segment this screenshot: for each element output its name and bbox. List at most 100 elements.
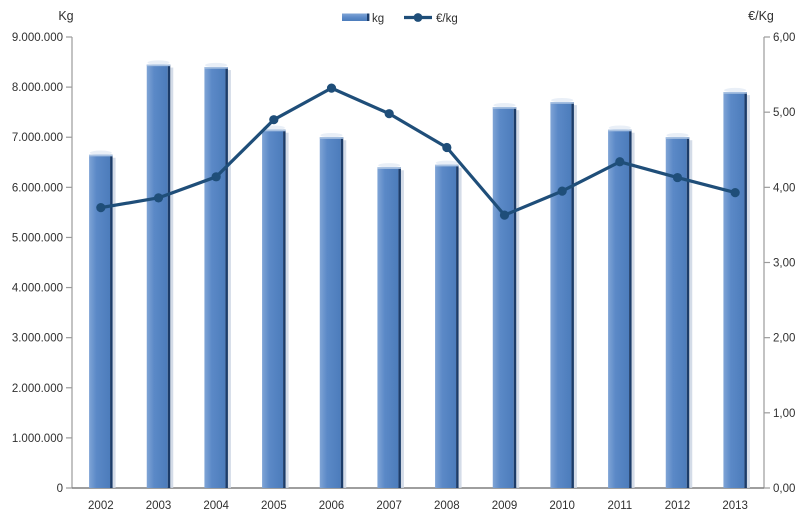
- bar-2005: [262, 125, 289, 488]
- left-axis-tick-label: 6.000.000: [12, 182, 63, 194]
- x-axis-label-2009: 2009: [492, 500, 518, 512]
- bar-top-glow: [435, 160, 458, 165]
- bar-2003: [146, 60, 174, 489]
- legend-label-kg: kg: [372, 13, 384, 25]
- bar-shadow: [689, 140, 693, 488]
- bar-body: [435, 164, 457, 489]
- bar-top-highlight: [550, 102, 574, 104]
- x-axis-label-2011: 2011: [607, 500, 632, 512]
- line-series-eur-per-kg: [96, 83, 740, 220]
- bar-edge: [110, 154, 113, 488]
- x-axis-labels: 2002 2003 2004 2005 2006 2007 2008 2009 2010 2011…: [88, 500, 748, 512]
- legend-label-eur-per-kg: €/kg: [436, 13, 458, 25]
- bar-top-highlight: [723, 92, 747, 94]
- price-marker-2013: [730, 187, 740, 198]
- price-marker-2009: [499, 210, 510, 220]
- bar-edge: [744, 92, 747, 488]
- bar-body: [492, 107, 514, 489]
- left-axis-tick-label: 1.000.000: [12, 433, 63, 445]
- bar-2002: [89, 150, 116, 488]
- bar-series-kg: [89, 60, 750, 489]
- left-axis-tick-label: 7.000.000: [12, 132, 63, 144]
- x-axis-label-2008: 2008: [434, 500, 460, 512]
- left-axis-ticks: 9.000.000 8.000.000 7.000.000 6.000.000 5.00…: [12, 32, 72, 495]
- left-axis-title: Kg: [58, 9, 73, 23]
- legend-bar-swatch-edge: [367, 13, 370, 21]
- right-axis-tick-label: 1,00: [773, 408, 795, 420]
- bar-top-glow: [378, 163, 401, 168]
- bar-body: [723, 92, 745, 488]
- legend-line-marker: [413, 13, 423, 22]
- bar-edge: [283, 129, 286, 488]
- bar-edge: [398, 167, 401, 489]
- x-axis-label-2002: 2002: [88, 500, 114, 512]
- bar-2012: [665, 133, 693, 488]
- bar-top-highlight: [435, 164, 459, 167]
- price-marker-2011: [615, 157, 625, 167]
- right-axis-tick-label: 3,00: [773, 258, 795, 270]
- legend: kg €/kg: [342, 13, 458, 25]
- bar-body: [377, 167, 399, 489]
- bar-body: [665, 137, 687, 488]
- left-axis-tick-label: 5.000.000: [12, 232, 63, 244]
- bar-body: [146, 64, 168, 489]
- bar-edge: [571, 102, 574, 489]
- bar-top-glow: [89, 150, 112, 155]
- bar-body: [319, 137, 341, 488]
- legend-item-eur-per-kg: €/kg: [404, 13, 458, 25]
- bar-shadow: [400, 170, 404, 489]
- x-axis-label-2012: 2012: [665, 500, 691, 512]
- bar-edge: [456, 164, 459, 489]
- price-marker-2012: [672, 172, 683, 183]
- bar-2007: [377, 163, 404, 489]
- bar-shadow: [746, 95, 750, 488]
- bar-2006: [319, 133, 347, 488]
- bar-shadow: [343, 140, 347, 488]
- bar-top-glow: [493, 102, 516, 108]
- x-axis-label-2003: 2003: [146, 500, 172, 512]
- right-axis-tick-label: 4,00: [773, 182, 795, 194]
- bar-top-highlight: [89, 154, 113, 157]
- price-marker-2004: [211, 172, 221, 182]
- bar-top-glow: [608, 125, 631, 130]
- bar-shadow: [458, 167, 462, 489]
- legend-item-kg: kg: [342, 13, 384, 25]
- x-axis-label-2010: 2010: [549, 500, 575, 512]
- left-axis-tick-label: 4.000.000: [12, 283, 63, 295]
- bar-top-highlight: [377, 167, 401, 169]
- right-axis-tick-label: 2,00: [773, 333, 795, 345]
- bar-body: [608, 129, 630, 488]
- x-axis-label-2005: 2005: [261, 500, 287, 512]
- price-marker-2007: [384, 109, 394, 119]
- bar-top-highlight: [492, 107, 517, 109]
- bar-shadow: [516, 110, 520, 489]
- left-axis-tick-label: 2.000.000: [12, 383, 63, 395]
- bar-edge: [340, 137, 344, 488]
- left-axis-tick-label: 3.000.000: [12, 333, 63, 345]
- left-axis-tick-label: 9.000.000: [12, 32, 63, 44]
- bar-top-glow: [205, 62, 228, 68]
- bar-top-glow: [666, 133, 689, 138]
- price-marker-2006: [326, 83, 337, 93]
- left-axis-tick-label: 0: [57, 483, 63, 495]
- legend-bar-swatch: [342, 13, 367, 21]
- bar-body: [204, 67, 226, 489]
- bar-2013: [723, 87, 750, 488]
- bar-top-glow: [147, 60, 170, 65]
- x-axis-label-2007: 2007: [376, 500, 402, 512]
- bar-top-glow: [320, 133, 343, 138]
- price-marker-2003: [153, 193, 164, 203]
- bar-shadow: [285, 132, 289, 488]
- bar-body: [89, 154, 111, 488]
- bar-shadow: [112, 157, 116, 488]
- bar-body: [550, 102, 572, 489]
- axes: [71, 37, 765, 489]
- right-axis-tick-label: 0,00: [773, 483, 795, 495]
- bar-shadow: [631, 132, 635, 488]
- bar-top-highlight: [262, 129, 286, 132]
- bar-2010: [550, 97, 577, 489]
- x-axis-label-2013: 2013: [722, 500, 748, 512]
- bar-top-highlight: [608, 129, 632, 132]
- bar-edge: [167, 64, 171, 489]
- price-marker-2002: [96, 203, 106, 213]
